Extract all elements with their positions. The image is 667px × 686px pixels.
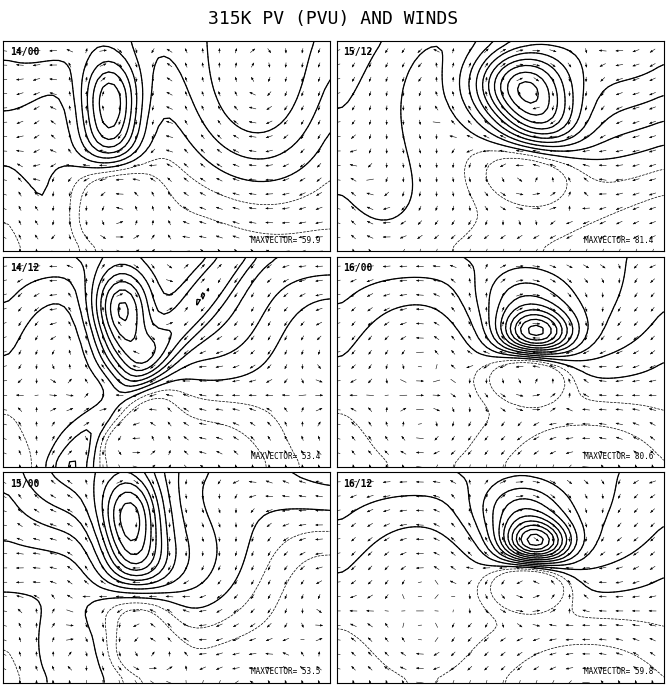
Text: MAXVECTOR= 59.8: MAXVECTOR= 59.8 xyxy=(584,667,654,676)
Text: 16/12: 16/12 xyxy=(344,479,373,488)
Text: 14/00: 14/00 xyxy=(10,47,39,58)
Text: 15/00: 15/00 xyxy=(10,479,39,488)
Text: MAXVECTOR= 53.4: MAXVECTOR= 53.4 xyxy=(251,451,320,460)
Text: MAXVECTOR= 81.4: MAXVECTOR= 81.4 xyxy=(584,236,654,245)
Text: 15/12: 15/12 xyxy=(344,47,373,58)
Text: MAXVECTOR= 53.5: MAXVECTOR= 53.5 xyxy=(251,667,320,676)
Text: 315K PV (PVU) AND WINDS: 315K PV (PVU) AND WINDS xyxy=(208,10,459,28)
Text: MAXVECTOR= 80.6: MAXVECTOR= 80.6 xyxy=(584,451,654,460)
Text: 14/12: 14/12 xyxy=(10,263,39,273)
Text: MAXVECTOR= 59.9: MAXVECTOR= 59.9 xyxy=(251,236,320,245)
Text: 16/00: 16/00 xyxy=(344,263,373,273)
